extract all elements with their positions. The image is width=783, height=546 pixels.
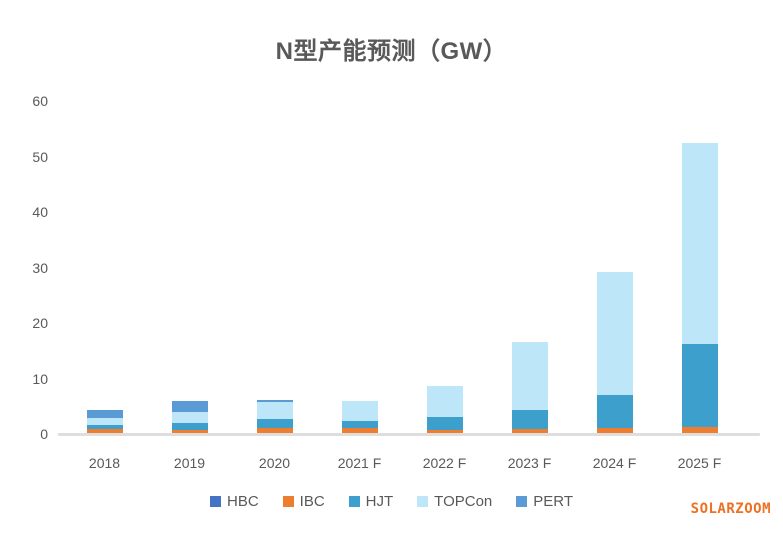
legend-label-hbc: HBC: [226, 493, 259, 510]
x-label-2018: 2018: [88, 455, 121, 471]
legend: HBC IBC HJT TOPCon PERT: [0, 493, 783, 510]
y-tick-60: 60: [32, 93, 48, 109]
watermark-solarzoom: SOLARZOOM: [690, 501, 771, 517]
x-label-2021-f: 2021 F: [337, 455, 382, 471]
bar-2025-f: [681, 143, 718, 434]
y-tick-50: 50: [32, 148, 48, 165]
bar-segment-ibc: [171, 429, 208, 434]
bar-segment-ibc: [681, 427, 718, 434]
bar-segment-topcon: [426, 385, 463, 418]
x-label-2020: 2020: [258, 455, 291, 471]
chart-title: N型产能预测（GW）: [275, 38, 508, 65]
bar-2024-f: [596, 271, 633, 434]
legend-item-hjt: HJT: [348, 493, 394, 510]
bar-segment-topcon: [86, 418, 123, 425]
legend-swatch-topcon: [417, 496, 429, 507]
bar-segment-topcon: [596, 271, 633, 396]
legend-label-ibc: IBC: [299, 493, 325, 510]
bar-segment-hjt: [256, 419, 293, 429]
legend-swatch-pert: [516, 496, 528, 507]
y-tick-10: 10: [32, 370, 48, 387]
x-label-2023-f: 2023 F: [507, 455, 552, 471]
bar-segment-ibc: [511, 429, 548, 434]
x-axis-labels: 2018 2019 2020 2021 F 2022 F 2023 F 2024 F 2025…: [62, 454, 742, 472]
plot-area: [62, 101, 742, 434]
bar-segment-pert: [86, 410, 123, 419]
bar-segment-ibc: [596, 428, 633, 434]
bar-segment-topcon: [171, 411, 208, 423]
bar-segment-hjt: [511, 410, 548, 430]
bar-segment-ibc: [341, 428, 378, 434]
legend-swatch-hbc: [209, 496, 221, 507]
bar-2021-f: [341, 401, 378, 434]
x-label-2019: 2019: [173, 455, 206, 471]
legend-item-hbc: HBC: [209, 493, 259, 510]
legend-item-topcon: TOPCon: [417, 493, 492, 510]
x-label-2022-f: 2022 F: [422, 455, 467, 471]
legend-label-pert: PERT: [533, 493, 573, 510]
bar-2020: [256, 399, 293, 434]
x-label-2024-f: 2024 F: [592, 455, 637, 471]
x-label-2025-f: 2025 F: [677, 455, 722, 471]
legend-item-ibc: IBC: [282, 493, 325, 510]
bar-segment-hjt: [86, 424, 123, 430]
bar-2022-f: [426, 385, 463, 434]
bar-segment-topcon: [341, 401, 378, 421]
y-tick-30: 30: [32, 259, 48, 276]
legend-swatch-ibc: [282, 496, 294, 507]
bar-2023-f: [511, 341, 548, 434]
bar-segment-ibc: [256, 428, 293, 434]
bar-segment-hjt: [171, 422, 208, 430]
bar-segment-hjt: [596, 395, 633, 429]
bar-segment-pert: [171, 401, 208, 412]
y-tick-0: 0: [40, 426, 48, 442]
y-tick-20: 20: [32, 315, 48, 331]
bar-segment-topcon: [681, 143, 718, 345]
bar-segment-hjt: [681, 344, 718, 428]
bar-segment-pert: [256, 399, 293, 403]
bar-segment-topcon: [256, 402, 293, 420]
x-axis-line: [58, 433, 760, 436]
bar-segment-ibc: [86, 429, 123, 434]
bar-2018: [86, 410, 123, 434]
legend-label-hjt: HJT: [365, 493, 394, 510]
bar-2019: [171, 401, 208, 434]
legend-item-pert: PERT: [516, 493, 573, 510]
bar-segment-hjt: [426, 417, 463, 431]
legend-swatch-hjt: [348, 496, 360, 507]
legend-label-topcon: TOPCon: [434, 493, 493, 510]
bar-segment-topcon: [511, 341, 548, 411]
y-axis: 0 10 20 30 40 50 60: [0, 0, 48, 546]
bar-segment-hjt: [341, 420, 378, 429]
y-tick-40: 40: [32, 204, 48, 220]
bar-segment-ibc: [426, 430, 463, 434]
